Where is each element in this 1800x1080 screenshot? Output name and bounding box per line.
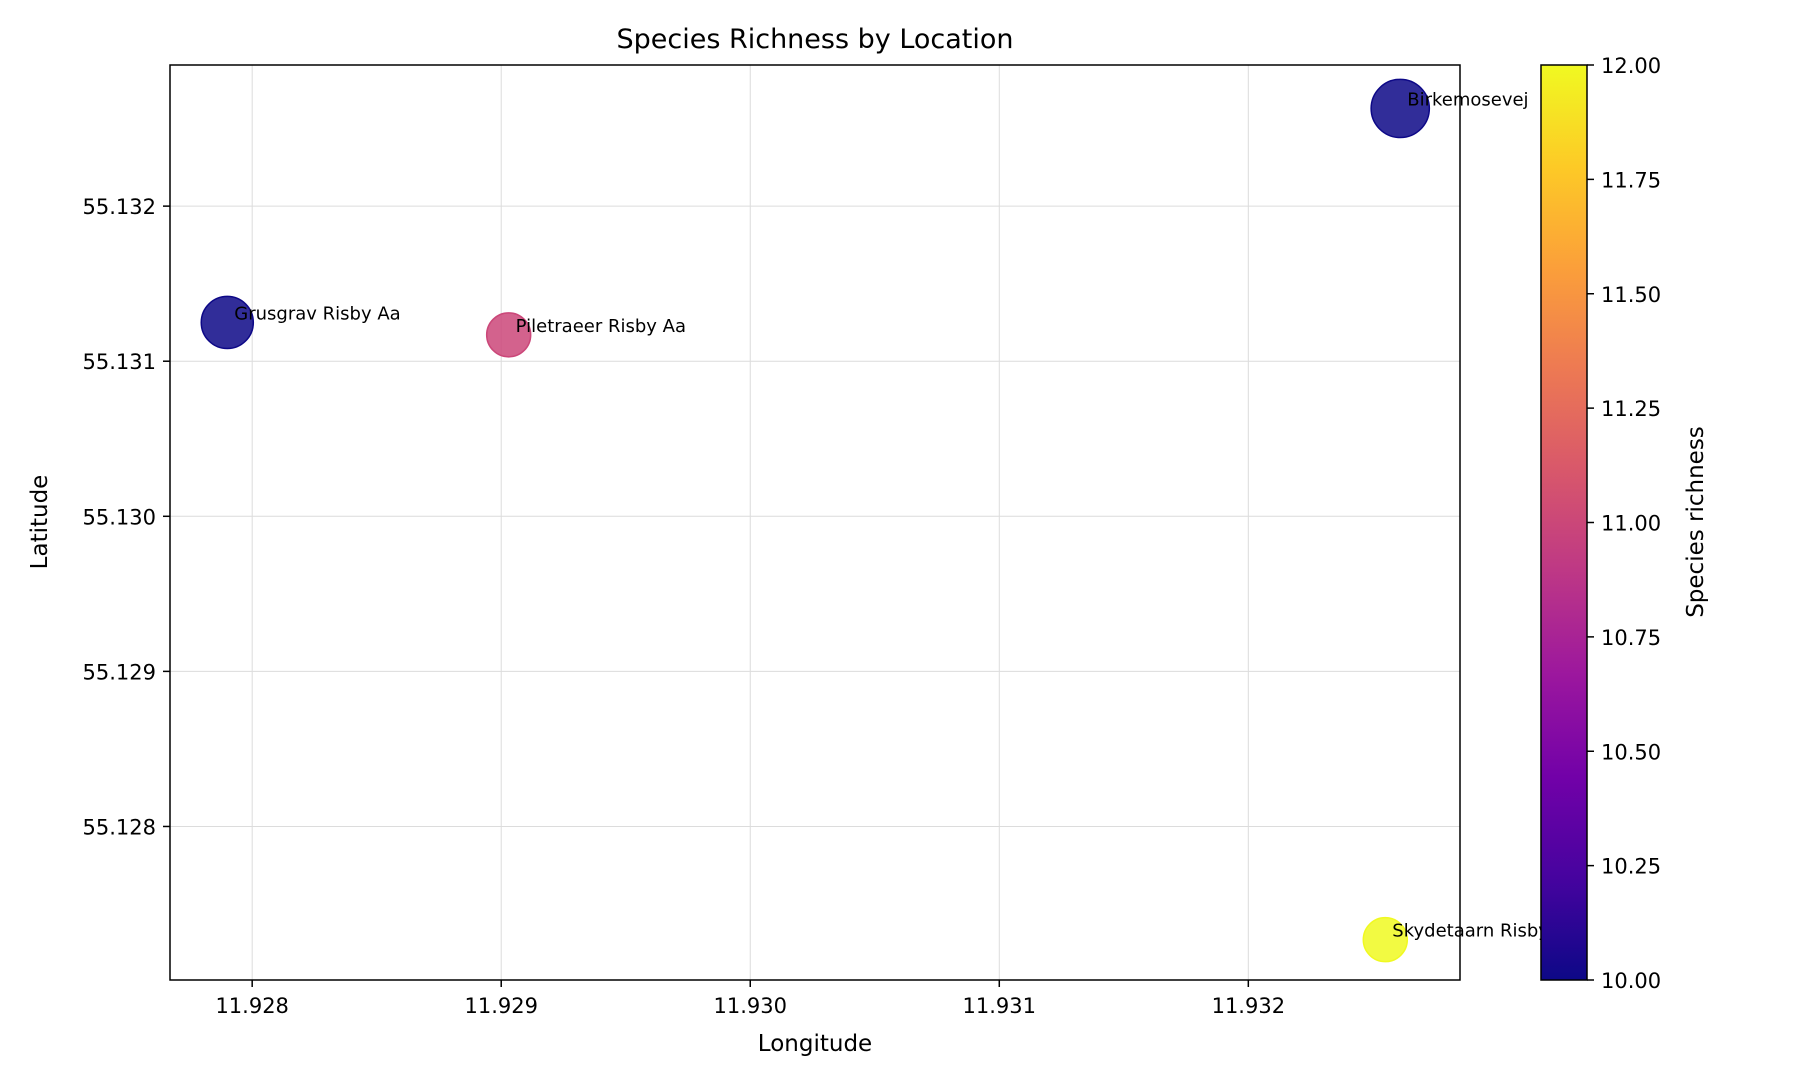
x-tick-label: 11.928 — [215, 994, 288, 1018]
point-label: Grusgrav Risby Aa — [234, 303, 400, 324]
x-tick-label: 11.932 — [1212, 994, 1285, 1018]
y-tick-label: 55.129 — [83, 660, 156, 684]
plot-frame — [169, 64, 1461, 981]
point-label: Piletraeer Risby Aa — [516, 316, 686, 337]
y-tick-label: 55.130 — [83, 505, 156, 529]
colorbar-tick-label: 11.00 — [1601, 512, 1661, 536]
y-axis-label: Latitude — [27, 475, 53, 570]
x-tick-label: 11.930 — [714, 994, 787, 1018]
point-annotations: Grusgrav Risby Aa Piletraeer Risby Aa Birk… — [234, 89, 1578, 941]
colorbar-label: Species richness — [1683, 426, 1709, 618]
colorbar-tick-label: 12.00 — [1601, 54, 1661, 78]
colorbar-tick-label: 10.50 — [1601, 740, 1661, 764]
data-point — [1370, 78, 1431, 139]
data-points — [200, 78, 1431, 963]
y-tick-label: 55.131 — [83, 350, 156, 374]
grid-lines — [170, 65, 1460, 980]
x-axis-label: Longitude — [758, 1031, 872, 1057]
colorbar-tick-label: 11.75 — [1601, 168, 1661, 192]
y-tick-label: 55.128 — [83, 815, 156, 839]
x-tick-label: 11.931 — [963, 994, 1036, 1018]
y-axis-ticks: 55.128 55.129 55.130 55.131 55.132 — [83, 195, 170, 839]
x-tick-label: 11.929 — [464, 994, 537, 1018]
data-point — [485, 312, 532, 358]
colorbar-tick-label: 11.25 — [1601, 397, 1661, 421]
colorbar-tick-label: 10.75 — [1601, 626, 1661, 650]
colorbar-tick-label: 10.25 — [1601, 855, 1661, 879]
chart-title: Species Richness by Location — [616, 24, 1013, 55]
y-tick-label: 55.132 — [83, 195, 156, 219]
data-point — [200, 295, 255, 350]
data-point — [1362, 916, 1409, 963]
colorbar — [1540, 64, 1588, 981]
x-axis-ticks: 11.928 11.929 11.930 11.931 11.932 — [215, 980, 1285, 1018]
point-label: Skydetaarn Risby Aa — [1392, 921, 1578, 942]
colorbar-tick-label: 10.00 — [1601, 969, 1661, 993]
colorbar-tick-label: 11.50 — [1601, 283, 1661, 307]
point-label: Birkemosevej — [1407, 89, 1528, 110]
colorbar-ticks: 10.00 10.25 10.50 10.75 11.00 11.25 11.50 11.75… — [1587, 54, 1661, 993]
